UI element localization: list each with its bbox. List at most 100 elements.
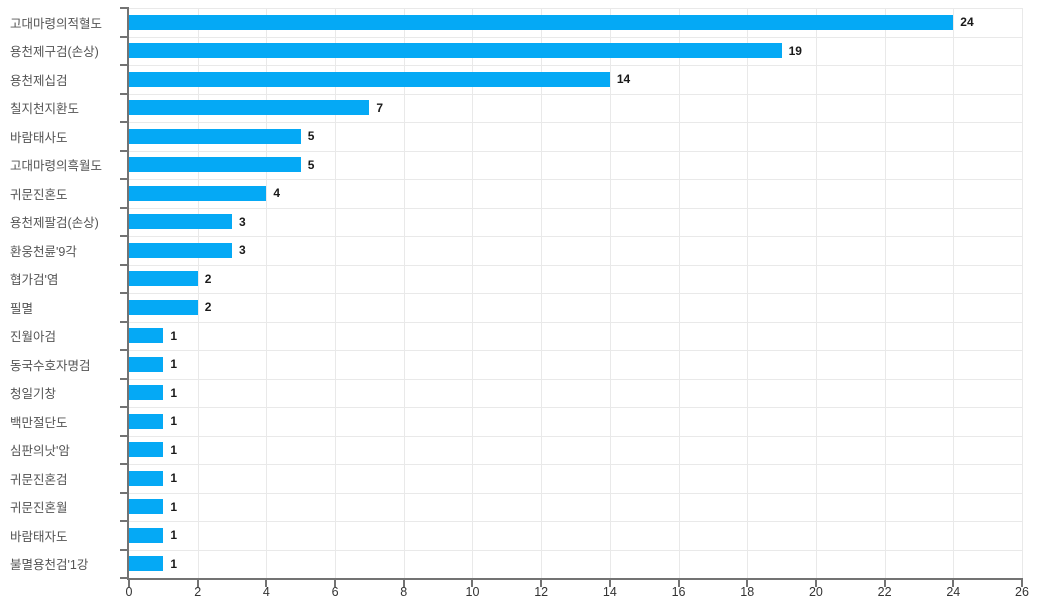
bar-row: 3: [129, 208, 1022, 237]
bar[interactable]: [129, 499, 164, 515]
category-label: 바람태자도: [10, 529, 68, 544]
bar[interactable]: [129, 470, 164, 486]
bar[interactable]: [129, 214, 233, 230]
y-axis-tick: [120, 406, 129, 408]
x-axis-tick: [883, 578, 886, 587]
category-label: 바람태사도: [10, 130, 68, 145]
x-tick-label: 4: [262, 585, 270, 599]
value-label: 1: [170, 528, 178, 543]
category-label: 용천제팔검(손상): [10, 216, 99, 231]
bar-row: 1: [129, 407, 1022, 436]
bar[interactable]: [129, 185, 267, 201]
category-label: 동국수호자명검: [10, 358, 91, 373]
category-label: 귀문진혼도: [10, 187, 68, 202]
bar[interactable]: [129, 242, 233, 258]
y-axis-tick: [120, 349, 129, 351]
horizontal-gridline: [129, 321, 1022, 323]
bar-row: 1: [129, 350, 1022, 379]
value-label: 5: [307, 157, 315, 172]
bar[interactable]: [129, 442, 164, 458]
y-axis-tick: [120, 263, 129, 266]
value-label: 19: [788, 43, 802, 58]
value-label: 3: [239, 214, 246, 229]
x-tick-label: 14: [602, 585, 617, 599]
category-label: 고대마령의적혈도: [10, 16, 103, 31]
horizontal-gridline: [129, 122, 1022, 123]
bar[interactable]: [129, 527, 164, 543]
bar[interactable]: [129, 128, 301, 144]
bar-row: 2: [129, 265, 1022, 294]
y-axis-tick: [120, 292, 129, 294]
bar[interactable]: [129, 157, 301, 173]
horizontal-gridline: [129, 93, 1022, 95]
plot-area: 24 19 14 7 5 5 4 3 3 2 2 1 1 1 1 1 1 1 1 1: [120, 7, 1023, 587]
y-axis-tick: [120, 320, 129, 323]
x-axis-tick: [265, 578, 268, 587]
bar-row: 1: [129, 493, 1022, 522]
bar-row: 1: [129, 379, 1022, 408]
x-axis-tick: [608, 578, 611, 587]
value-label: 7: [376, 100, 384, 115]
bar-row: 1: [129, 464, 1022, 493]
bar[interactable]: [129, 413, 164, 429]
category-label: 불멸용천검'1강: [10, 558, 89, 573]
x-axis-tick: [952, 578, 955, 587]
bar[interactable]: [129, 43, 782, 59]
category-label: 심판의낫'암: [10, 444, 70, 459]
bar-row: 7: [129, 94, 1022, 123]
x-axis-tick: [677, 578, 680, 587]
x-axis-tick: [540, 578, 543, 587]
bar-row: 1: [129, 322, 1022, 351]
x-axis-tick: [1021, 578, 1023, 587]
value-label: 4: [273, 186, 281, 201]
bar[interactable]: [129, 556, 164, 572]
value-label: 24: [960, 15, 974, 30]
value-label: 1: [170, 414, 178, 429]
bar[interactable]: [129, 271, 198, 287]
y-axis-tick: [120, 149, 129, 152]
bar[interactable]: [129, 356, 164, 372]
value-label: 3: [239, 243, 246, 258]
category-label: 필멸: [10, 301, 34, 316]
y-axis-tick: [120, 7, 129, 9]
bar[interactable]: [129, 385, 164, 401]
bar-row: 5: [129, 151, 1022, 180]
horizontal-gridline: [129, 350, 1022, 351]
category-label: 협가검'염: [10, 273, 59, 288]
y-axis-tick: [120, 463, 129, 465]
category-label: 귀문진혼월: [10, 501, 68, 516]
horizontal-gridline: [129, 521, 1022, 522]
y-axis-tick: [120, 64, 129, 66]
x-tick-label: 8: [400, 585, 408, 599]
value-label: 1: [170, 357, 178, 372]
y-axis-tick: [120, 434, 129, 437]
bar[interactable]: [129, 299, 198, 315]
bar[interactable]: [129, 328, 164, 344]
value-label: 1: [170, 442, 178, 457]
category-label: 청일기창: [10, 387, 57, 402]
bar-row: 1: [129, 550, 1022, 579]
bar-row: 4: [129, 179, 1022, 208]
bar[interactable]: [129, 71, 610, 87]
y-axis-tick: [120, 577, 129, 579]
value-label: 2: [204, 271, 212, 286]
horizontal-gridline: [129, 65, 1022, 66]
y-axis-tick: [120, 235, 129, 237]
horizontal-gridline: [129, 378, 1022, 380]
vertical-gridline: [1022, 8, 1023, 578]
x-axis-tick: [471, 578, 474, 587]
bar-row: 3: [129, 236, 1022, 265]
y-axis-tick: [120, 548, 129, 551]
horizontal-gridline: [129, 549, 1022, 551]
x-tick-label: 20: [808, 585, 823, 599]
x-tick-label: 16: [671, 585, 686, 599]
x-axis-tick: [746, 578, 749, 587]
bar-row: 19: [129, 37, 1022, 66]
bar[interactable]: [129, 100, 370, 116]
bar[interactable]: [129, 14, 954, 30]
horizontal-gridline: [129, 179, 1022, 180]
y-axis-tick: [120, 491, 129, 494]
x-tick-label: 0: [125, 585, 133, 599]
category-label: 용천제구검(손상): [10, 45, 99, 60]
